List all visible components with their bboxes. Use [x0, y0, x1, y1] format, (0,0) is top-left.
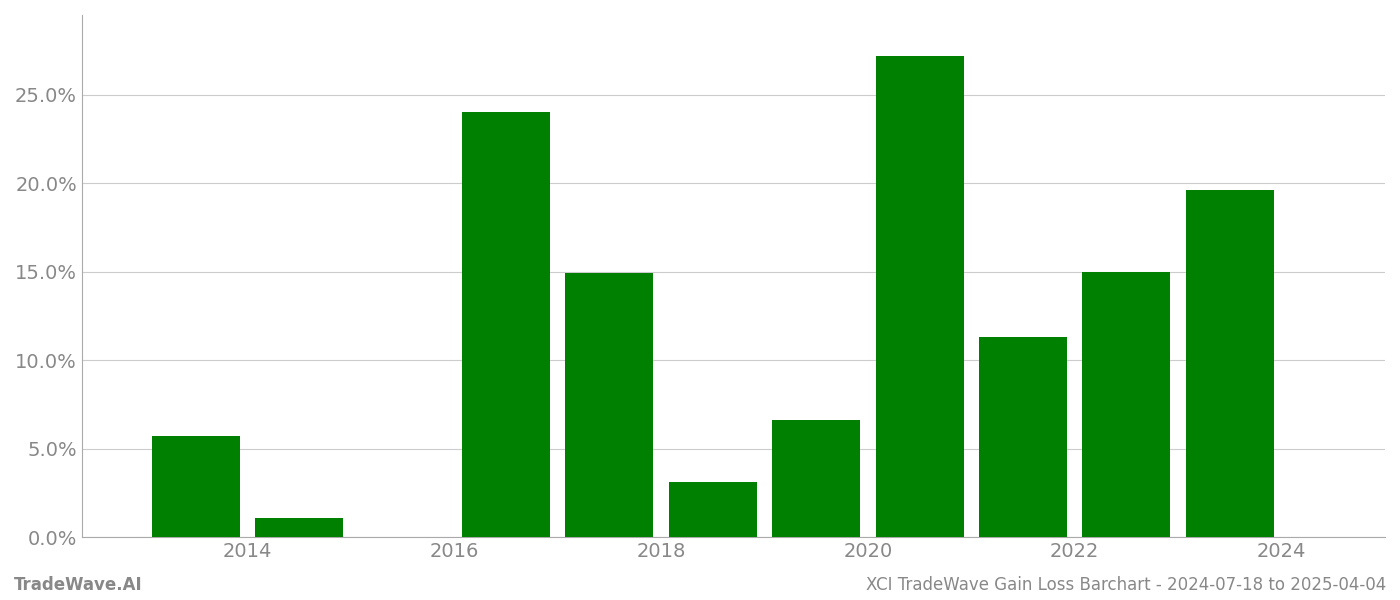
Text: TradeWave.AI: TradeWave.AI — [14, 576, 143, 594]
Bar — [1186, 190, 1274, 537]
Bar — [1082, 272, 1170, 537]
Bar — [875, 56, 963, 537]
Bar — [151, 436, 239, 537]
Bar — [773, 421, 860, 537]
Bar — [979, 337, 1067, 537]
Text: XCI TradeWave Gain Loss Barchart - 2024-07-18 to 2025-04-04: XCI TradeWave Gain Loss Barchart - 2024-… — [865, 576, 1386, 594]
Bar — [255, 518, 343, 537]
Bar — [566, 274, 654, 537]
Bar — [462, 112, 550, 537]
Bar — [669, 482, 757, 537]
